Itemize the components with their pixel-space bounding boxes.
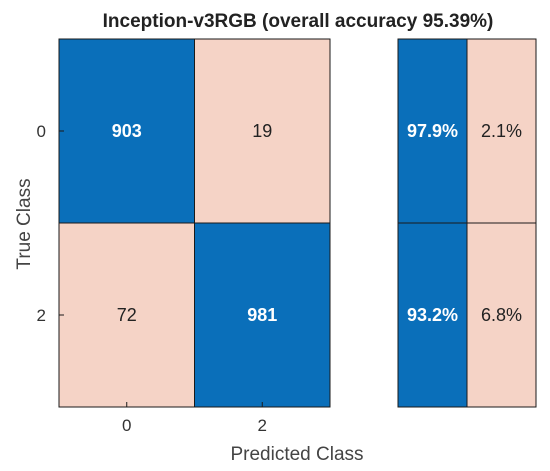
summary-cell-value: 6.8% xyxy=(481,305,522,325)
confusion-matrix-grid: 903 19 72 981 xyxy=(58,38,331,408)
summary-cell xyxy=(397,38,468,224)
matrix-cell xyxy=(194,38,331,224)
matrix-cell-value: 72 xyxy=(117,305,137,325)
y-axis-label: True Class xyxy=(14,178,35,269)
summary-cell-value: 2.1% xyxy=(481,121,522,141)
y-tick-label: 0 xyxy=(37,122,46,141)
x-tick-label: 0 xyxy=(122,416,131,435)
y-tick-label: 2 xyxy=(37,306,46,325)
summary-cell-value: 93.2% xyxy=(407,305,458,325)
x-tick-label: 2 xyxy=(258,416,267,435)
axis-ticks: 0 2 0 2 xyxy=(37,122,267,435)
matrix-cell-value: 19 xyxy=(252,121,272,141)
row-summary-grid: 97.9% 2.1% 93.2% 6.8% xyxy=(397,38,537,408)
matrix-cell xyxy=(58,222,195,408)
matrix-cell xyxy=(58,38,195,224)
matrix-cell-value: 903 xyxy=(112,121,142,141)
matrix-cell xyxy=(194,222,331,408)
summary-cell xyxy=(397,222,468,408)
matrix-cell-value: 981 xyxy=(247,305,277,325)
chart-title: Inception-v3RGB (overall accuracy 95.39%… xyxy=(103,11,494,32)
summary-cell xyxy=(466,222,537,408)
summary-cell-value: 97.9% xyxy=(407,121,458,141)
summary-cell xyxy=(466,38,537,224)
x-axis-label: Predicted Class xyxy=(230,444,363,465)
